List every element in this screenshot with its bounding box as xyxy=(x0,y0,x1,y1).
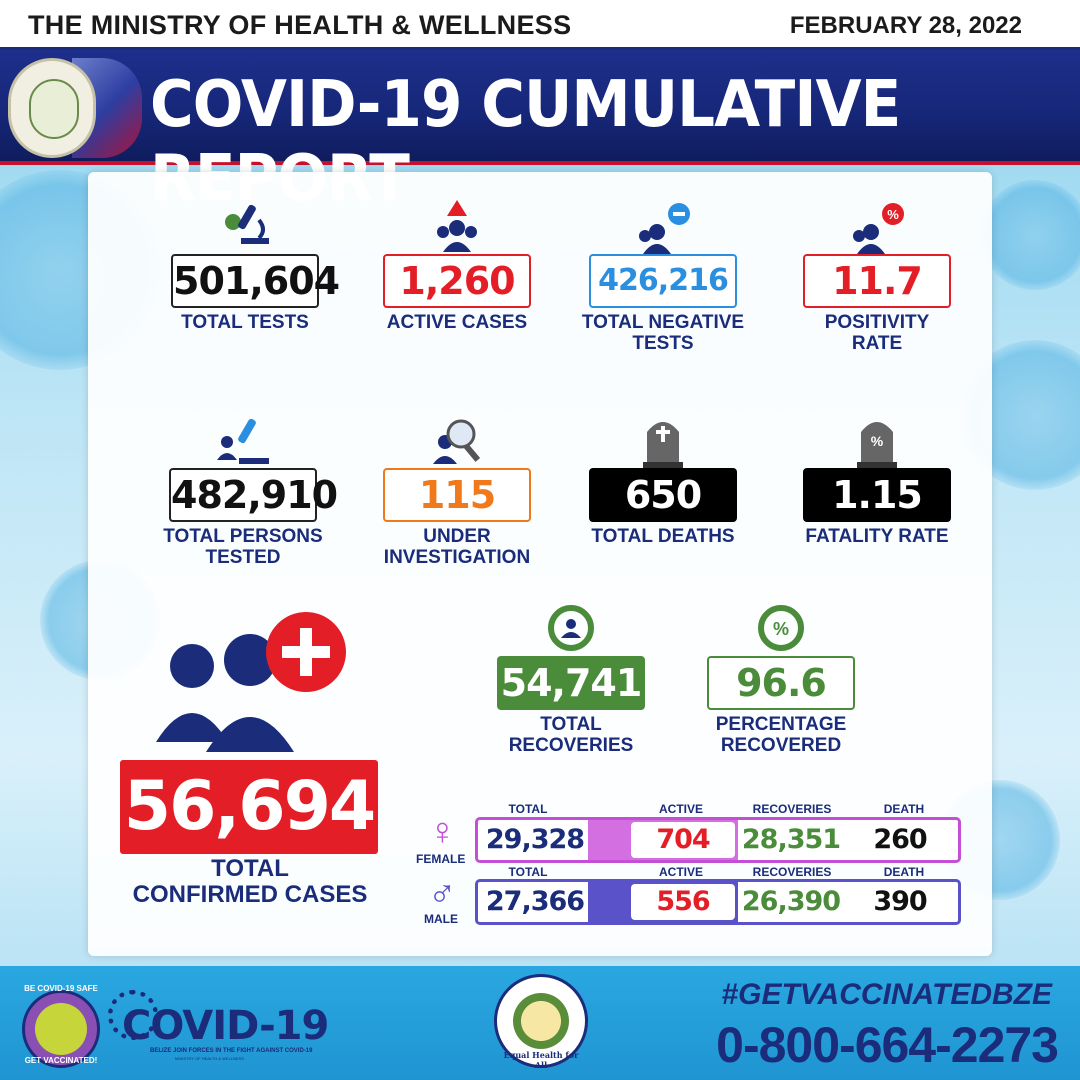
header-total-male: TOTAL xyxy=(508,865,548,879)
people-percent-icon: % xyxy=(853,203,904,254)
vaccination-hashtag[interactable]: #GETVACCINATEDBZE xyxy=(721,978,1052,1011)
total-tests-value: 501,604 xyxy=(171,254,340,308)
female-total: 29,328 xyxy=(482,822,588,858)
header-total-female: TOTAL xyxy=(508,802,548,816)
male-symbol-icon: ♂ xyxy=(428,872,457,914)
hotline-number[interactable]: 0-800-664-2273 xyxy=(716,1017,1059,1073)
male-death: 390 xyxy=(848,884,952,920)
svg-text:%: % xyxy=(887,207,899,222)
tombstone-cross-icon xyxy=(643,422,683,468)
header-band: COVID-19 CUMULATIVE REPORT xyxy=(0,50,1080,216)
female-recoveries: 28,351 xyxy=(739,822,843,858)
persons-tested-label: TOTAL PERSONS TESTED xyxy=(163,526,323,568)
percentage-recovered-value: 96.6 xyxy=(707,656,855,710)
male-total: 27,366 xyxy=(482,884,588,920)
stat-positivity-rate: % 11.7 POSITIVITY RATE xyxy=(772,198,982,354)
people-magnifier-icon xyxy=(433,419,481,464)
fatality-rate-value: 1.15 xyxy=(803,468,951,522)
ministry-seal-icon xyxy=(494,974,588,1068)
stat-active-cases: 1,260 ACTIVE CASES xyxy=(352,198,562,333)
stat-under-investigation: 115 UNDER INVESTIGATION xyxy=(352,412,562,568)
female-row: 29,328 704 28,351 260 xyxy=(475,817,961,863)
virus-decoration xyxy=(980,180,1080,290)
top-bar: THE MINISTRY OF HEALTH & WELLNESS FEBRUA… xyxy=(0,0,1080,50)
active-cases-label: ACTIVE CASES xyxy=(386,312,528,333)
people-alert-icon xyxy=(437,200,477,252)
svg-text:%: % xyxy=(773,619,789,639)
covid-logo-tagline: BELIZE JOIN FORCES IN THE FIGHT AGAINST … xyxy=(150,1048,313,1054)
tombstone-percent-icon: % xyxy=(857,422,897,468)
report-date: FEBRUARY 28, 2022 xyxy=(789,12,1022,39)
female-death: 260 xyxy=(848,822,952,858)
vaccinated-badge-icon xyxy=(22,990,100,1068)
positivity-rate-label: POSITIVITY RATE xyxy=(824,312,930,354)
people-microscope-icon xyxy=(217,418,269,464)
total-deaths-value: 650 xyxy=(589,468,737,522)
fatality-rate-label: FATALITY RATE xyxy=(805,526,949,547)
female-active: 704 xyxy=(631,822,735,858)
under-investigation-value: 115 xyxy=(383,468,531,522)
female-label: FEMALE xyxy=(416,852,466,866)
female-symbol-icon: ♀ xyxy=(428,811,457,853)
header-active-male: ACTIVE xyxy=(658,865,703,879)
negative-tests-label-text: TOTAL NEGATIVE TESTS xyxy=(581,312,745,354)
total-tests-label: TOTAL TESTS xyxy=(181,312,309,333)
virus-icon xyxy=(108,990,158,1040)
header-active-female: ACTIVE xyxy=(658,802,703,816)
active-cases-value: 1,260 xyxy=(383,254,531,308)
total-confirmed-label-line1: TOTAL xyxy=(211,855,289,882)
total-recoveries-value: 54,741 xyxy=(497,656,645,710)
total-confirmed-label: TOTAL CONFIRMED CASES xyxy=(100,856,400,908)
persons-tested-value: 482,910 xyxy=(169,468,338,522)
header-death-female: DEATH xyxy=(883,802,925,816)
recovery-people-icon xyxy=(548,605,594,651)
total-confirmed-value: 56,694 xyxy=(120,760,378,854)
covid-logo-subtagline: MINISTRY OF HEALTH & WELLNESS xyxy=(175,1056,244,1061)
ministry-seal-motto: Equal Health for All xyxy=(503,1050,579,1070)
coat-of-arms-icon xyxy=(8,58,96,158)
header-recoveries-female: RECOVERIES xyxy=(752,802,832,816)
negative-tests-value: 426,216 xyxy=(589,254,737,308)
male-row: 27,366 556 26,390 390 xyxy=(475,879,961,925)
total-deaths-label: TOTAL DEATHS xyxy=(591,526,735,547)
svg-text:%: % xyxy=(871,433,884,449)
microscope-virus-icon xyxy=(225,204,269,244)
stat-percentage-recovered: % 96.6 PERCENTAGE RECOVERED xyxy=(676,600,886,756)
stat-total-deaths: 650 TOTAL DEATHS xyxy=(558,412,768,547)
stat-negative-tests: 426,216 TOTAL NEGATIVE TESTS xyxy=(558,198,768,354)
people-plus-icon xyxy=(156,612,346,752)
total-recoveries-label: TOTAL RECOVERIES xyxy=(508,714,634,756)
stat-persons-tested: 482,910 TOTAL PERSONS TESTED xyxy=(138,412,348,568)
report-title: COVID-19 CUMULATIVE REPORT xyxy=(150,68,901,216)
negative-tests-label: TOTAL NEGATIVE TESTS xyxy=(558,312,768,354)
people-minus-icon xyxy=(639,203,690,254)
male-label: MALE xyxy=(424,912,458,926)
under-investigation-label: UNDER INVESTIGATION xyxy=(383,526,531,568)
header-recoveries-male: RECOVERIES xyxy=(752,865,832,879)
male-active: 556 xyxy=(631,884,735,920)
covid-logo-text: COVID-19 xyxy=(122,1003,329,1049)
male-recoveries: 26,390 xyxy=(739,884,843,920)
positivity-rate-value: 11.7 xyxy=(803,254,951,308)
vaccinated-badge-bottom-text: GET VACCINATED! xyxy=(24,1056,98,1065)
stat-total-tests: 501,604 TOTAL TESTS xyxy=(140,198,350,333)
vaccinated-badge-top-text: BE COVID-19 SAFE xyxy=(24,984,98,993)
stat-fatality-rate: % 1.15 FATALITY RATE xyxy=(772,412,982,547)
percentage-recovered-label: PERCENTAGE RECOVERED xyxy=(715,714,847,756)
ministry-name: THE MINISTRY OF HEALTH & WELLNESS xyxy=(28,10,572,40)
stat-total-recoveries: 54,741 TOTAL RECOVERIES xyxy=(466,600,676,756)
header-death-male: DEATH xyxy=(883,865,925,879)
total-confirmed-label-line2: CONFIRMED CASES xyxy=(132,881,368,908)
recovery-percent-icon: % xyxy=(758,605,804,651)
